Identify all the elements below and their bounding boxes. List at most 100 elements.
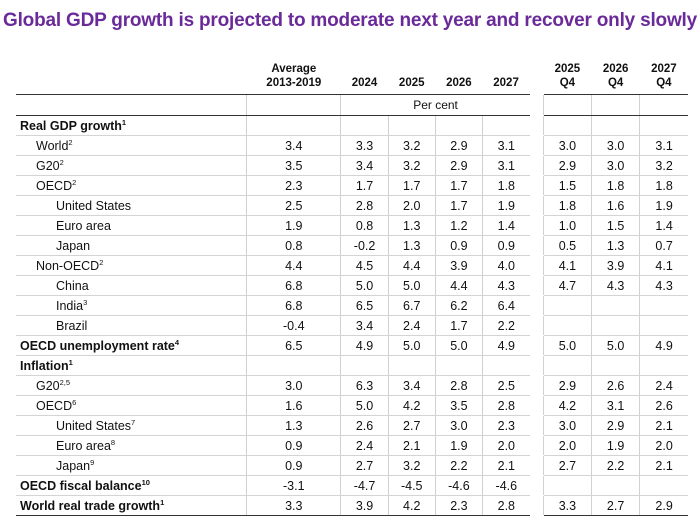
value-cell xyxy=(542,295,592,316)
unit-row: Per cent xyxy=(16,94,688,116)
value-cell: 6.7 xyxy=(387,295,436,316)
column-gap xyxy=(530,196,544,216)
value-cell: 1.0 xyxy=(542,215,592,236)
value-cell: 5.0 xyxy=(387,275,436,296)
table-row: OECD2 2.3 1.7 1.7 1.7 1.8 1.5 1.8 1.8 xyxy=(16,175,688,196)
value-cell: 1.9 xyxy=(481,195,530,216)
row-label: Euro area xyxy=(16,215,247,236)
value-cell: 2.9 xyxy=(434,135,483,156)
table-row: Euro area 1.9 0.8 1.3 1.2 1.4 1.0 1.5 1.4 xyxy=(16,215,688,236)
value-cell: 2.0 xyxy=(639,435,688,456)
value-cell: 5.0 xyxy=(340,275,389,296)
value-cell: 2.3 xyxy=(434,495,483,516)
gdp-projections-table: Average 2013-2019 2024 2025 2026 2027 202… xyxy=(16,60,688,516)
row-label: United States7 xyxy=(16,415,247,436)
value-cell: 2.0 xyxy=(387,195,436,216)
value-cell: 6.4 xyxy=(481,295,530,316)
value-cell xyxy=(639,315,688,336)
column-gap xyxy=(530,436,544,456)
value-cell: 1.4 xyxy=(481,215,530,236)
header-2027-q4: 2027 Q4 xyxy=(639,60,688,95)
value-cell: 4.0 xyxy=(481,255,530,276)
value-cell: 4.9 xyxy=(340,335,389,356)
value-cell: 3.2 xyxy=(387,135,436,156)
value-cell: 1.9 xyxy=(590,435,640,456)
value-cell: 3.2 xyxy=(387,455,436,476)
value-cell: 3.0 xyxy=(434,415,483,436)
value-cell: 4.3 xyxy=(481,275,530,296)
value-cell: -4.6 xyxy=(434,475,483,496)
row-label: Brazil xyxy=(16,315,247,336)
footnote-marker: 1 xyxy=(121,117,127,127)
value-cell: 2.9 xyxy=(590,415,640,436)
value-cell: 3.0 xyxy=(590,135,640,156)
value-cell: 3.0 xyxy=(246,375,341,396)
value-cell: 0.9 xyxy=(481,235,530,256)
column-gap xyxy=(530,476,544,496)
value-cell: -4.5 xyxy=(387,475,436,496)
column-gap xyxy=(530,256,544,276)
value-cell: 2.1 xyxy=(639,415,688,436)
header-row: Average 2013-2019 2024 2025 2026 2027 202… xyxy=(16,60,688,95)
footnote-marker: 2 xyxy=(99,257,104,267)
column-gap xyxy=(530,136,544,156)
value-cell xyxy=(340,355,389,376)
value-cell: 6.5 xyxy=(246,335,341,356)
value-cell: 4.7 xyxy=(542,275,592,296)
footnote-marker: 6 xyxy=(72,397,77,407)
value-cell: 5.0 xyxy=(434,335,483,356)
value-cell: 0.8 xyxy=(246,235,341,256)
footnote-marker: 2 xyxy=(59,157,64,167)
value-cell: 3.3 xyxy=(542,495,592,516)
column-gap xyxy=(530,176,544,196)
column-gap xyxy=(530,496,544,516)
value-cell xyxy=(434,355,483,376)
table-row: Brazil -0.4 3.4 2.4 1.7 2.2 xyxy=(16,315,688,336)
footnote-marker: 3 xyxy=(83,297,88,307)
value-cell: -3.1 xyxy=(246,475,341,496)
value-cell: 3.0 xyxy=(542,415,592,436)
value-cell: 4.5 xyxy=(340,255,389,276)
row-label: Euro area8 xyxy=(16,435,247,456)
row-label: G202,5 xyxy=(16,375,247,396)
value-cell: 2.5 xyxy=(481,375,530,396)
value-cell: 0.9 xyxy=(434,235,483,256)
row-label: China xyxy=(16,275,247,296)
value-cell: 2.8 xyxy=(481,395,530,416)
value-cell: 6.3 xyxy=(340,375,389,396)
value-cell: 1.8 xyxy=(481,175,530,196)
value-cell: 4.2 xyxy=(542,395,592,416)
value-cell: 4.1 xyxy=(542,255,592,276)
value-cell: 6.5 xyxy=(340,295,389,316)
value-cell: 1.5 xyxy=(542,175,592,196)
value-cell: 1.3 xyxy=(246,415,341,436)
column-gap xyxy=(530,216,544,236)
value-cell xyxy=(387,115,436,136)
value-cell: 4.9 xyxy=(481,335,530,356)
value-cell xyxy=(639,355,688,376)
value-cell xyxy=(639,475,688,496)
value-cell: 2.9 xyxy=(639,495,688,516)
column-gap xyxy=(530,336,544,356)
table-row: G202,5 3.0 6.3 3.4 2.8 2.5 2.9 2.6 2.4 xyxy=(16,375,688,396)
value-cell: 2.5 xyxy=(246,195,341,216)
value-cell: 3.1 xyxy=(639,135,688,156)
header-average: Average 2013-2019 xyxy=(246,60,341,95)
footnote-marker: 1 xyxy=(68,357,73,367)
value-cell: 2.2 xyxy=(590,455,640,476)
value-cell: 1.4 xyxy=(639,215,688,236)
value-cell: 2.4 xyxy=(387,315,436,336)
row-label: OECD fiscal balance10 xyxy=(16,475,247,496)
value-cell: 1.7 xyxy=(340,175,389,196)
value-cell: 2.8 xyxy=(481,495,530,516)
footnote-marker: 7 xyxy=(131,417,136,427)
value-cell: 3.2 xyxy=(639,155,688,176)
value-cell: 6.2 xyxy=(434,295,483,316)
value-cell: 4.4 xyxy=(246,255,341,276)
value-cell: 0.7 xyxy=(639,235,688,256)
header-2026-q4: 2026 Q4 xyxy=(591,60,640,95)
value-cell: 1.6 xyxy=(590,195,640,216)
value-cell: 2.8 xyxy=(434,375,483,396)
value-cell: 4.4 xyxy=(434,275,483,296)
header-2027: 2027 xyxy=(482,60,530,95)
